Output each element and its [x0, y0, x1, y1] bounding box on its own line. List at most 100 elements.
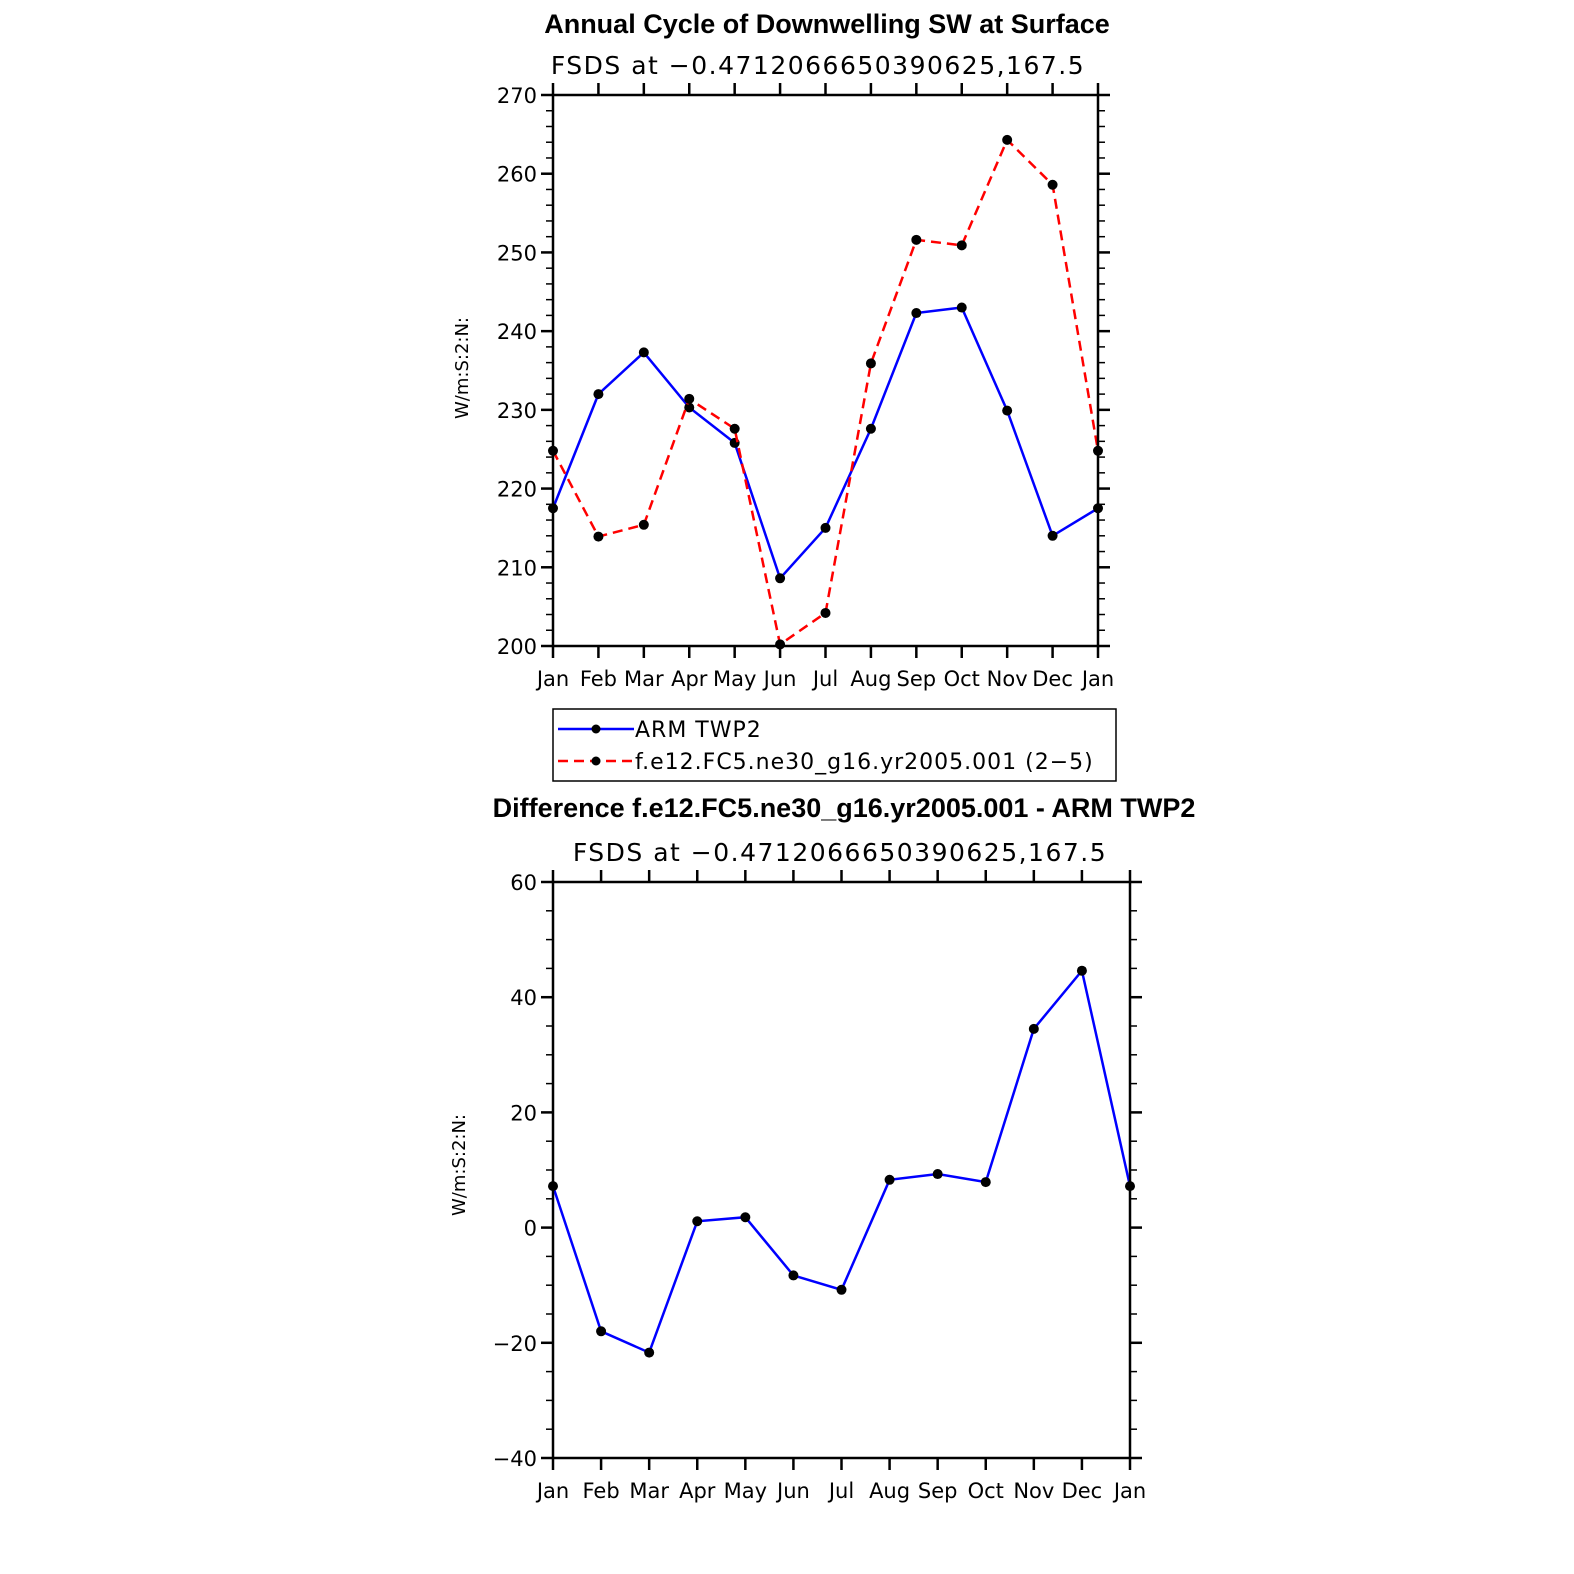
- top-xtick-label: Feb: [580, 667, 617, 691]
- top-ytick-label: 200: [497, 635, 537, 659]
- top-series-0-point: [593, 389, 604, 400]
- top-series-1-point: [865, 358, 876, 369]
- bottom-series-line-0: [551, 967, 1132, 1355]
- bottom-xtick-label: Sep: [918, 1479, 958, 1503]
- chart-bottom-ticks: [541, 870, 1142, 1470]
- chart-top-subtitle: FSDS at −0.4712066650390625,167.5: [551, 51, 1085, 80]
- top-series-1-point: [1047, 179, 1058, 190]
- top-xtick-label: Jan: [535, 667, 569, 691]
- top-series-0-point: [775, 573, 786, 584]
- top-series-0-point: [820, 522, 831, 533]
- top-series-0-point: [638, 347, 649, 358]
- top-xtick-label: Sep: [897, 667, 937, 691]
- top-ytick-label: 260: [497, 163, 537, 187]
- top-series-1-point: [684, 393, 695, 404]
- bottom-xtick-label: Dec: [1062, 1479, 1103, 1503]
- top-xtick-label: May: [713, 667, 756, 691]
- top-series-1-point: [593, 531, 604, 542]
- bottom-series-0-point: [1076, 965, 1087, 976]
- top-ytick-label: 270: [497, 84, 537, 108]
- chart-bottom-ytick-labels: 60 40 20 0 −20 −40: [493, 871, 537, 1471]
- top-series-line-0: [551, 306, 1099, 581]
- bottom-series-0-point: [740, 1212, 751, 1223]
- top-series-0-point: [865, 423, 876, 434]
- top-series-1-point: [956, 240, 967, 251]
- chart-top-title: Annual Cycle of Downwelling SW at Surfac…: [544, 9, 1110, 39]
- top-ytick-label: 250: [497, 241, 537, 265]
- bottom-series-0-point: [836, 1284, 847, 1295]
- chart-top-ticks: [541, 83, 1110, 658]
- bottom-ytick-label: 20: [510, 1101, 537, 1125]
- top-ytick-label: 240: [497, 320, 537, 344]
- chart-top-series: [548, 134, 1103, 650]
- top-series-1-point: [911, 234, 922, 245]
- legend-box: [552, 708, 1117, 782]
- top-series-0-point: [956, 302, 967, 313]
- bottom-xtick-label: Oct: [968, 1479, 1004, 1503]
- bottom-xtick-label: Aug: [869, 1479, 910, 1503]
- top-xtick-label: Apr: [671, 667, 708, 691]
- top-xtick-label: Nov: [987, 667, 1028, 691]
- bottom-ytick-label: −20: [493, 1332, 537, 1356]
- bottom-series-0-point: [1028, 1023, 1039, 1034]
- bottom-series-0-point: [884, 1174, 895, 1185]
- bottom-series-0-point: [644, 1347, 655, 1358]
- chart-bottom-xtick-labels: Jan Feb Mar Apr May Jun Jul Aug Sep Oct Nov Dec Jan: [535, 1479, 1146, 1503]
- top-xtick-label: Jun: [762, 667, 797, 691]
- legend-marker-model: [591, 756, 601, 766]
- chart-bottom-series: [548, 965, 1135, 1358]
- top-series-0-point: [911, 308, 922, 319]
- bottom-ytick-label: −40: [493, 1447, 537, 1471]
- legend-label-model: f.e12.FC5.ne30_g16.yr2005.001 (2−5): [635, 750, 1094, 775]
- bottom-xtick-label: Mar: [629, 1479, 669, 1503]
- top-xtick-label: Mar: [624, 667, 664, 691]
- bottom-ytick-label: 0: [524, 1217, 537, 1241]
- bottom-xtick-label: Feb: [582, 1479, 619, 1503]
- chart-bottom-frame: [551, 880, 1132, 1460]
- top-series-1-point: [820, 607, 831, 618]
- top-ytick-label: 230: [497, 399, 537, 423]
- bottom-ytick-label: 40: [510, 986, 537, 1010]
- chart-bottom-title: Difference f.e12.FC5.ne30_g16.yr2005.001…: [493, 793, 1196, 823]
- top-xtick-label: Dec: [1032, 667, 1073, 691]
- top-series-1-point: [775, 639, 786, 650]
- bottom-series-0-point: [596, 1326, 607, 1337]
- top-xtick-label: Aug: [850, 667, 891, 691]
- top-series-0-point: [1002, 405, 1013, 416]
- bottom-series-0-point: [788, 1270, 799, 1281]
- chart-top-xtick-labels: Jan Feb Mar Apr May Jun Jul Aug Sep Oct Nov Dec Jan: [535, 667, 1114, 691]
- top-xtick-label: Oct: [944, 667, 980, 691]
- bottom-xtick-label: Jun: [775, 1479, 810, 1503]
- bottom-xtick-label: Jan: [1112, 1479, 1146, 1503]
- chart-top: Annual Cycle of Downwelling SW at Surfac…: [452, 9, 1117, 782]
- chart-bottom-subtitle: FSDS at −0.4712066650390625,167.5: [573, 838, 1107, 867]
- chart-top-ytick-labels: 270 260 250 240 230 220 210 200: [497, 84, 537, 659]
- top-ytick-label: 210: [497, 556, 537, 580]
- bottom-xtick-label: Apr: [679, 1479, 716, 1503]
- bottom-series-0-point: [932, 1169, 943, 1180]
- chart-bottom: Difference f.e12.FC5.ne30_g16.yr2005.001…: [449, 793, 1195, 1503]
- top-series-1-point: [1002, 134, 1013, 145]
- legend-label-arm: ARM TWP2: [635, 718, 762, 743]
- bottom-series-0-point: [980, 1177, 991, 1188]
- top-series-0-point: [1047, 530, 1058, 541]
- bottom-xtick-label: Jul: [827, 1479, 854, 1503]
- top-series-line-1: [551, 137, 1100, 647]
- top-series-1-point: [729, 423, 740, 434]
- chart-top-frame: [551, 93, 1100, 648]
- bottom-ytick-label: 60: [510, 871, 537, 895]
- top-series-0-point: [684, 402, 695, 413]
- bottom-xtick-label: Jan: [535, 1479, 569, 1503]
- legend: ARM TWP2 f.e12.FC5.ne30_g16.yr2005.001 (…: [552, 708, 1117, 782]
- top-xtick-label: Jul: [811, 667, 838, 691]
- top-ytick-label: 220: [497, 478, 537, 502]
- bottom-xtick-label: Nov: [1013, 1479, 1054, 1503]
- bottom-xtick-label: May: [724, 1479, 767, 1503]
- top-series-1-point: [638, 519, 649, 530]
- chart-bottom-ylabel: W/m:S:2:N:: [449, 1114, 470, 1216]
- top-xtick-label: Jan: [1080, 667, 1114, 691]
- legend-marker-arm: [591, 724, 601, 734]
- bottom-series-0-point: [692, 1216, 703, 1227]
- chart-top-ylabel: W/m:S:2:N:: [452, 317, 473, 419]
